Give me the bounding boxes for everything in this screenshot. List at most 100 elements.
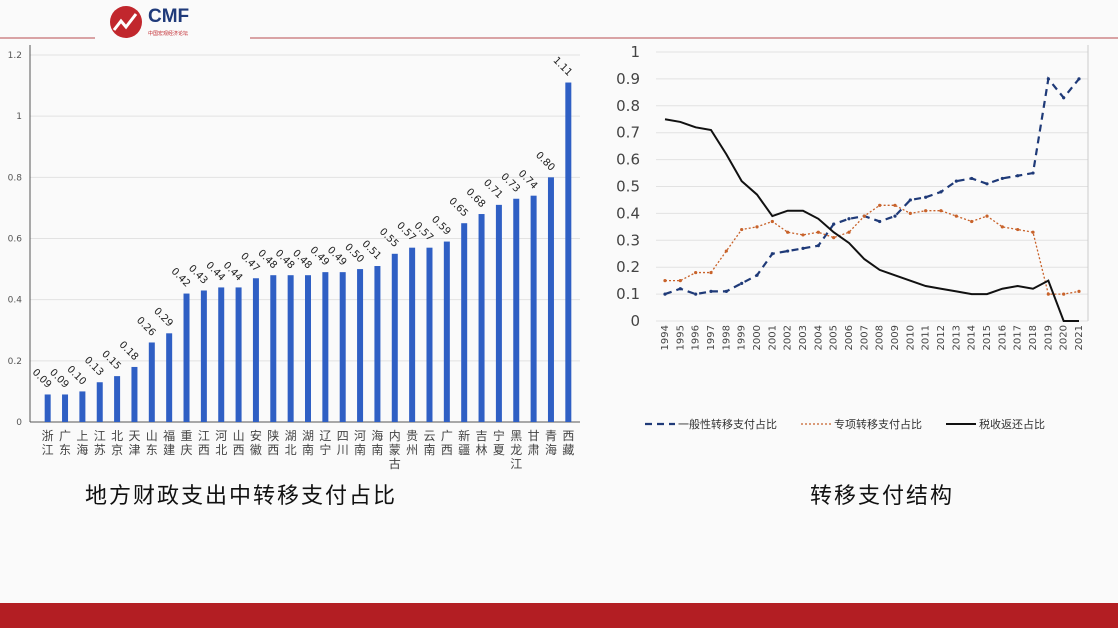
x-tick-label: 2003 [798,325,809,350]
x-tick-label: 2017 [1013,325,1024,350]
data-label: 0.26 [134,315,158,339]
x-tick-label: 2007 [859,325,870,350]
category-label: 山 [233,429,245,443]
legend-label: 税收返还占比 [979,417,1045,431]
data-point [970,219,974,224]
data-point [1062,96,1066,100]
data-point [924,195,928,199]
data-point [985,214,989,218]
bar [391,253,398,422]
bar [339,272,346,422]
data-point [878,203,882,207]
x-tick-label: 2008 [875,325,886,350]
x-tick-label: 2014 [967,325,978,350]
category-label: 庆 [181,443,193,457]
y-tick-label: 0.1 [616,285,640,303]
category-label: 州 [406,443,418,457]
bar [322,272,329,422]
data-point [694,270,698,275]
category-label: 四 [337,429,349,443]
data-point [724,249,728,253]
data-point [740,227,744,232]
cmf-logo: CMF 中国宏观经济论坛 [110,6,230,40]
bar [461,223,468,422]
data-point [847,230,851,234]
bar [305,275,311,422]
x-tick-label: 2010 [905,325,916,350]
category-label: 苏 [94,443,106,457]
y-tick-label: 1.2 [8,51,22,61]
bar [357,269,364,422]
data-point [939,190,943,194]
data-point [939,209,943,213]
logo-text: CMF [148,6,190,27]
x-tick-label: 1996 [691,325,702,350]
category-label: 河 [215,429,227,443]
data-point [985,182,989,186]
category-label: 夏 [493,443,505,457]
category-label: 青 [545,429,557,443]
category-label: 天 [128,429,140,443]
category-label: 宁 [493,428,505,443]
x-tick-label: 2019 [1043,325,1054,350]
category-label: 湖 [302,428,314,443]
x-tick-label: 2012 [936,325,947,350]
category-label: 南 [302,442,314,457]
x-tick-label: 2018 [1028,325,1039,350]
data-point [786,249,790,253]
bar [374,266,381,422]
category-label: 东 [59,443,71,457]
x-tick-label: 2021 [1074,325,1085,350]
data-point [801,233,805,237]
bar [200,290,207,422]
data-point [1046,77,1050,81]
category-label: 广 [441,429,453,443]
y-tick-label: 1 [16,112,22,122]
series-line [664,76,1080,296]
data-point [663,292,667,296]
y-tick-label: 1 [630,43,640,61]
category-label: 内 [389,429,401,443]
bar [270,275,277,422]
bar [96,382,103,422]
data-point [678,287,682,291]
category-label: 南 [423,442,435,457]
category-label: 北 [111,429,123,443]
x-tick-label: 2013 [951,325,962,350]
bar [287,275,294,422]
category-label: 云 [423,429,435,443]
data-point [1046,292,1050,296]
data-label: 0.09 [30,367,54,391]
category-label: 重 [181,429,193,443]
line-chart-title: 转移支付结构 [810,484,955,509]
category-label: 京 [111,443,123,457]
x-tick-label: 2005 [829,325,840,350]
category-label: 疆 [458,443,470,457]
x-tick-label: 2020 [1059,325,1070,350]
x-tick-label: 1995 [675,325,686,350]
data-point [908,198,912,202]
category-label: 吉 [476,429,488,443]
data-point [724,289,728,294]
category-label: 东 [146,443,158,457]
data-point [862,214,866,218]
data-point [801,246,805,250]
y-tick-label: 0.8 [8,173,23,183]
x-tick-label: 1998 [721,325,732,350]
data-point [878,219,882,224]
y-tick-label: 0.6 [8,235,23,245]
data-point [770,252,774,256]
x-tick-label: 2004 [813,325,824,350]
category-label: 龙 [510,443,522,457]
category-label: 山 [146,429,158,443]
data-point [832,236,836,240]
data-point [893,214,897,218]
x-tick-label: 2016 [997,325,1008,350]
category-label: 北 [215,443,227,457]
data-point [1000,225,1004,229]
data-point [694,292,698,296]
data-point [1031,171,1035,175]
bar [426,247,433,422]
bar [443,241,450,422]
